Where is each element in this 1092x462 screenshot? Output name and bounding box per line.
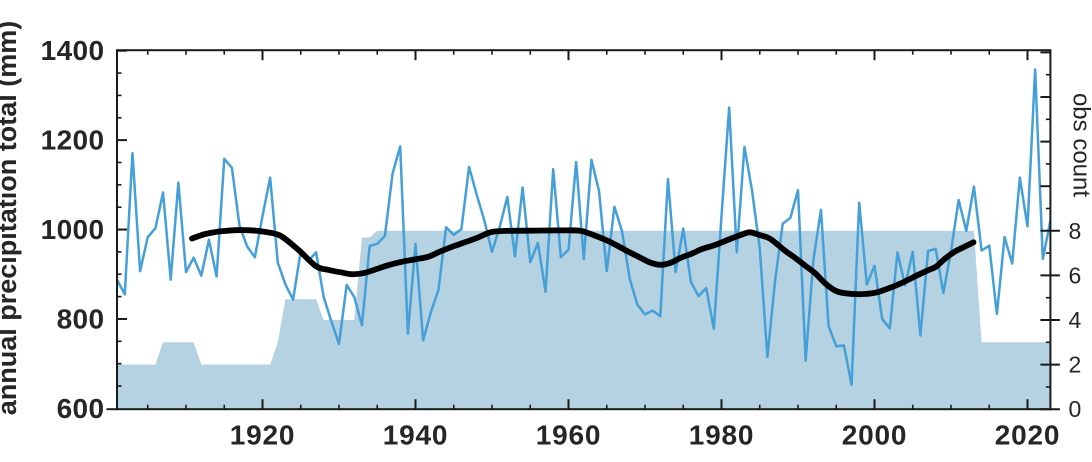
svg-text:800: 800: [57, 304, 105, 335]
svg-text:1000: 1000: [41, 214, 105, 245]
svg-text:1200: 1200: [41, 125, 105, 156]
svg-text:6: 6: [1069, 262, 1082, 288]
svg-text:2: 2: [1069, 352, 1082, 378]
svg-text:1980: 1980: [689, 420, 755, 451]
svg-text:1960: 1960: [536, 420, 602, 451]
svg-text:1940: 1940: [383, 420, 449, 451]
svg-text:obs count: obs count: [1068, 93, 1092, 197]
svg-text:1400: 1400: [41, 35, 105, 66]
svg-text:600: 600: [57, 393, 105, 424]
svg-text:1920: 1920: [230, 420, 296, 451]
svg-text:2000: 2000: [842, 420, 908, 451]
svg-text:0: 0: [1069, 396, 1082, 422]
svg-text:2020: 2020: [995, 420, 1061, 451]
svg-text:4: 4: [1069, 307, 1082, 333]
svg-text:8: 8: [1069, 218, 1082, 244]
svg-text:annual precipitation total (mm: annual precipitation total (mm): [0, 21, 22, 416]
